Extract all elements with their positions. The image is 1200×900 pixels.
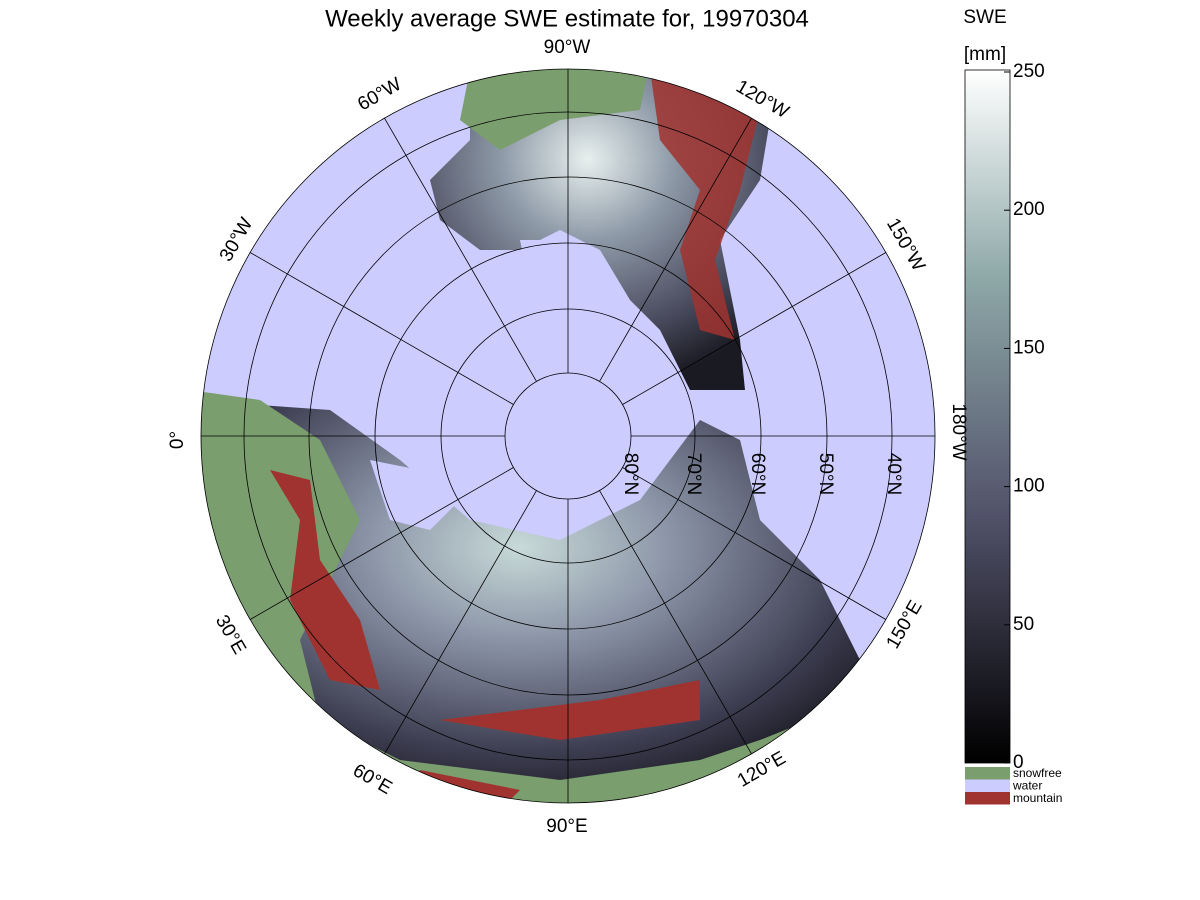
legend-label: water (1012, 779, 1042, 793)
colorbar (964, 69, 1011, 764)
latitude-label: 60°N (747, 453, 768, 495)
meridian (599, 490, 752, 755)
latitude-label: 70°N (683, 453, 704, 495)
title: Weekly average SWE estimate for, 1997030… (325, 5, 809, 32)
hudson-bay (520, 240, 580, 310)
legend-swatch (965, 779, 1010, 792)
legend-label: mountain (1013, 791, 1062, 805)
latitude-label: 40°N (883, 453, 904, 495)
colorbar-tick-label: 250 (1013, 61, 1045, 82)
latitude-label: 80°N (620, 453, 641, 495)
longitude-label: 180°W (948, 403, 969, 460)
longitude-label: 0° (167, 431, 188, 449)
meridian (384, 490, 537, 755)
latitude-label: 50°N (815, 453, 836, 495)
legend-label: snowfree (1013, 766, 1062, 780)
longitude-label: 90°E (546, 816, 587, 837)
snowfree-north (460, 69, 650, 150)
colorbar-tick-label: 150 (1013, 337, 1045, 358)
colorbar-tick-label: 50 (1013, 614, 1034, 635)
meridian (622, 252, 887, 405)
meridian (249, 467, 514, 620)
meridian (599, 117, 752, 382)
legend-swatch (965, 792, 1010, 805)
colorbar-label: SWE (963, 7, 1006, 28)
baltic (370, 460, 460, 530)
meridian (384, 117, 537, 382)
legend-swatch (965, 767, 1010, 780)
longitude-label: 60°W (354, 74, 405, 116)
colorbar-tick-label: 100 (1013, 476, 1045, 497)
meridian (622, 467, 887, 620)
meridian (249, 252, 514, 405)
colorbar-unit: [mm] (964, 44, 1006, 65)
longitude-label: 30°E (211, 612, 250, 658)
colorbar-tick-label: 0 (1013, 752, 1024, 773)
graticule (200, 68, 936, 804)
mountains-south (270, 470, 700, 803)
longitude-label: 60°E (349, 760, 395, 799)
snowfree-south (201, 390, 860, 803)
longitude-label: 90°W (544, 37, 591, 58)
colorbar-tick-label: 200 (1013, 199, 1045, 220)
